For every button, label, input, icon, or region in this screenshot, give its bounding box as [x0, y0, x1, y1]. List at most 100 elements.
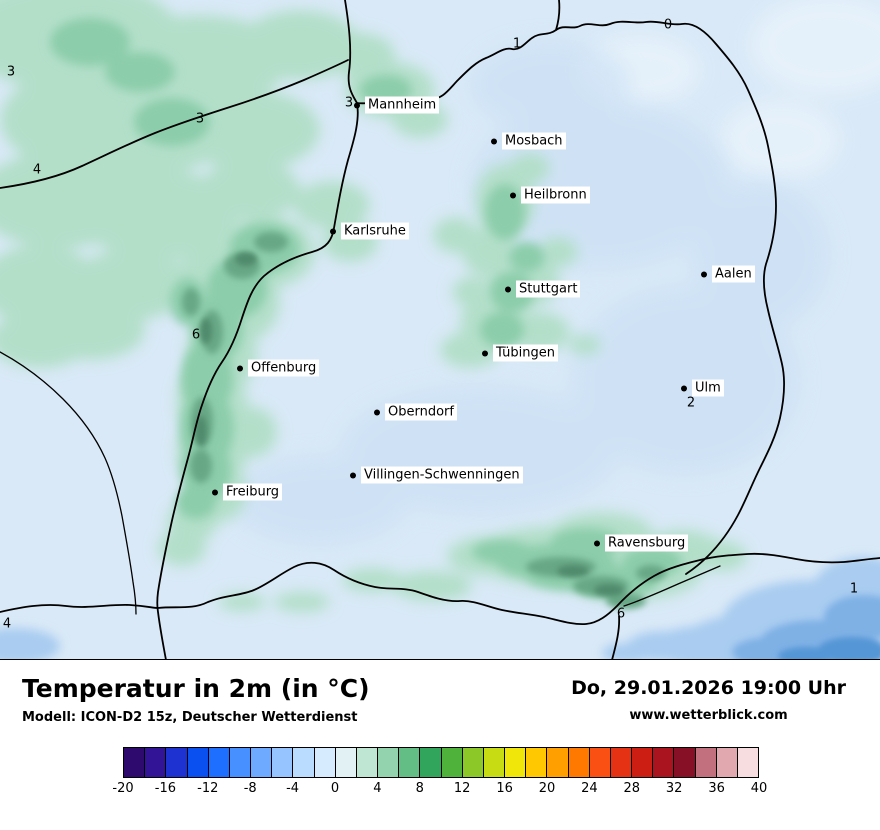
- legend-tick-label: 28: [623, 781, 641, 796]
- city-dot: [491, 138, 497, 144]
- legend-cell: [356, 748, 379, 777]
- city-marker: Stuttgart: [505, 280, 581, 298]
- legend-cell: [547, 748, 569, 777]
- temperature-map: Mannheim Mosbach Heilbronn Karlsruhe Stuttga…: [0, 0, 880, 660]
- legend-tick-label: 32: [665, 781, 683, 796]
- legend-cell: [166, 748, 188, 777]
- contour-value-label: 3: [195, 111, 205, 127]
- legend-tick-label: -8: [243, 781, 257, 796]
- lake-constance-shore: [623, 565, 721, 607]
- contour-value-label: 0: [663, 17, 673, 33]
- light-blue-patches: [580, 0, 880, 180]
- city-label: Mosbach: [502, 132, 566, 150]
- legend-tick-label: 24: [581, 781, 598, 796]
- footer: Temperatur in 2m (in °C) Modell: ICON-D2…: [0, 660, 880, 797]
- south-border: [0, 552, 880, 626]
- austria-border: [611, 615, 621, 659]
- city-marker: Offenburg: [237, 359, 320, 377]
- top-branch-border: [555, 0, 561, 31]
- legend-cell: [674, 748, 696, 777]
- city-label: Offenburg: [248, 359, 320, 377]
- legend-tick-label: -4: [286, 781, 300, 796]
- contour-value-label: 6: [191, 327, 201, 343]
- city-label: Freiburg: [223, 483, 283, 501]
- city-marker: Ulm: [681, 379, 724, 397]
- city-label: Karlsruhe: [341, 222, 409, 240]
- legend-cell: [737, 748, 759, 777]
- contour-value-label: 3: [6, 64, 16, 80]
- model-info: Modell: ICON-D2 15z, Deutscher Wetterdie…: [22, 710, 358, 725]
- city-dot: [354, 102, 360, 108]
- legend-tick-label: -12: [197, 781, 219, 796]
- city-marker: Heilbronn: [510, 186, 590, 204]
- legend-cell: [208, 748, 230, 777]
- footer-header-row: Temperatur in 2m (in °C) Modell: ICON-D2…: [22, 674, 860, 725]
- legend-cell: [272, 748, 294, 777]
- legend-cell: [610, 748, 633, 777]
- contour-value-label: 6: [616, 606, 626, 622]
- city-marker: Mannheim: [354, 96, 440, 114]
- legend-cell: [526, 748, 548, 777]
- city-dot: [374, 409, 380, 415]
- legend-cell: [462, 748, 484, 777]
- contour-value-label: 2: [686, 395, 696, 411]
- coldest-blue-areas: [778, 637, 880, 659]
- website-label: www.wetterblick.com: [629, 708, 788, 723]
- city-marker: Aalen: [701, 265, 755, 283]
- legend-tick-label: 12: [453, 781, 471, 796]
- legend-tick-label: 40: [750, 781, 768, 796]
- map-city-layer: Mannheim Mosbach Heilbronn Karlsruhe Stuttga…: [212, 96, 755, 552]
- border-lines: [0, 0, 880, 659]
- legend-tick-label: 4: [373, 781, 382, 796]
- city-dot: [482, 350, 488, 356]
- legend-tick-label: 8: [415, 781, 424, 796]
- temperature-legend: -20 -16 -12 -8 -4 0 4 8 12 16 20 24 28 32 36 40: [22, 747, 860, 797]
- legend-tick-label: 0: [330, 781, 340, 796]
- contour-value-label: 4: [2, 616, 12, 632]
- city-label: Tübingen: [493, 344, 558, 362]
- city-dot: [505, 286, 511, 292]
- city-marker: Oberndorf: [374, 403, 457, 421]
- legend-cell: [335, 748, 357, 777]
- northwest-diagonal-border: [0, 59, 349, 189]
- city-marker: Villingen-Schwenningen: [350, 466, 523, 484]
- forecast-datetime: Do, 29.01.2026 19:00 Uhr: [571, 677, 846, 699]
- city-label: Stuttgart: [516, 280, 581, 298]
- legend-cell: [632, 748, 654, 777]
- legend-tick-labels: -20 -16 -12 -8 -4 0 4 8 12 16 20 24 28 32 36 40: [112, 781, 767, 797]
- legend-cell: [441, 748, 463, 777]
- city-dot: [594, 540, 600, 546]
- page-title: Temperatur in 2m (in °C): [22, 674, 370, 703]
- legend-tick-label: -16: [154, 781, 177, 796]
- legend-cell: [695, 748, 717, 777]
- city-marker: Freiburg: [212, 483, 283, 501]
- city-label: Villingen-Schwenningen: [361, 466, 523, 484]
- city-marker: Mosbach: [491, 132, 566, 150]
- footer-right: Do, 29.01.2026 19:00 Uhr www.wetterblick…: [571, 674, 846, 723]
- legend-cell: [293, 748, 315, 777]
- rhine-west-border: [156, 0, 359, 659]
- legend-tick-label: 20: [538, 781, 556, 796]
- city-dot: [212, 489, 218, 495]
- minor-border-lines: [0, 351, 721, 615]
- city-dot: [510, 192, 516, 198]
- contour-value-label: 4: [32, 162, 42, 178]
- city-label: Ravensburg: [605, 534, 689, 552]
- contour-value-label: 1: [849, 581, 859, 597]
- city-label: Heilbronn: [521, 186, 590, 204]
- legend-cell: [568, 748, 590, 777]
- city-marker: Ravensburg: [594, 534, 689, 552]
- legend-tick-label: -20: [112, 781, 134, 796]
- legend-cell: [483, 748, 506, 777]
- city-dot: [681, 385, 687, 391]
- legend-cell: [124, 748, 146, 777]
- city-label: Aalen: [712, 265, 755, 283]
- legend-cell: [378, 748, 400, 777]
- city-marker: Karlsruhe: [330, 222, 409, 240]
- legend-tick-label: 16: [496, 781, 513, 796]
- city-marker: Tübingen: [482, 344, 558, 362]
- legend-tick-label: 36: [708, 781, 725, 796]
- north-east-border: [356, 20, 786, 575]
- city-label: Oberndorf: [385, 403, 457, 421]
